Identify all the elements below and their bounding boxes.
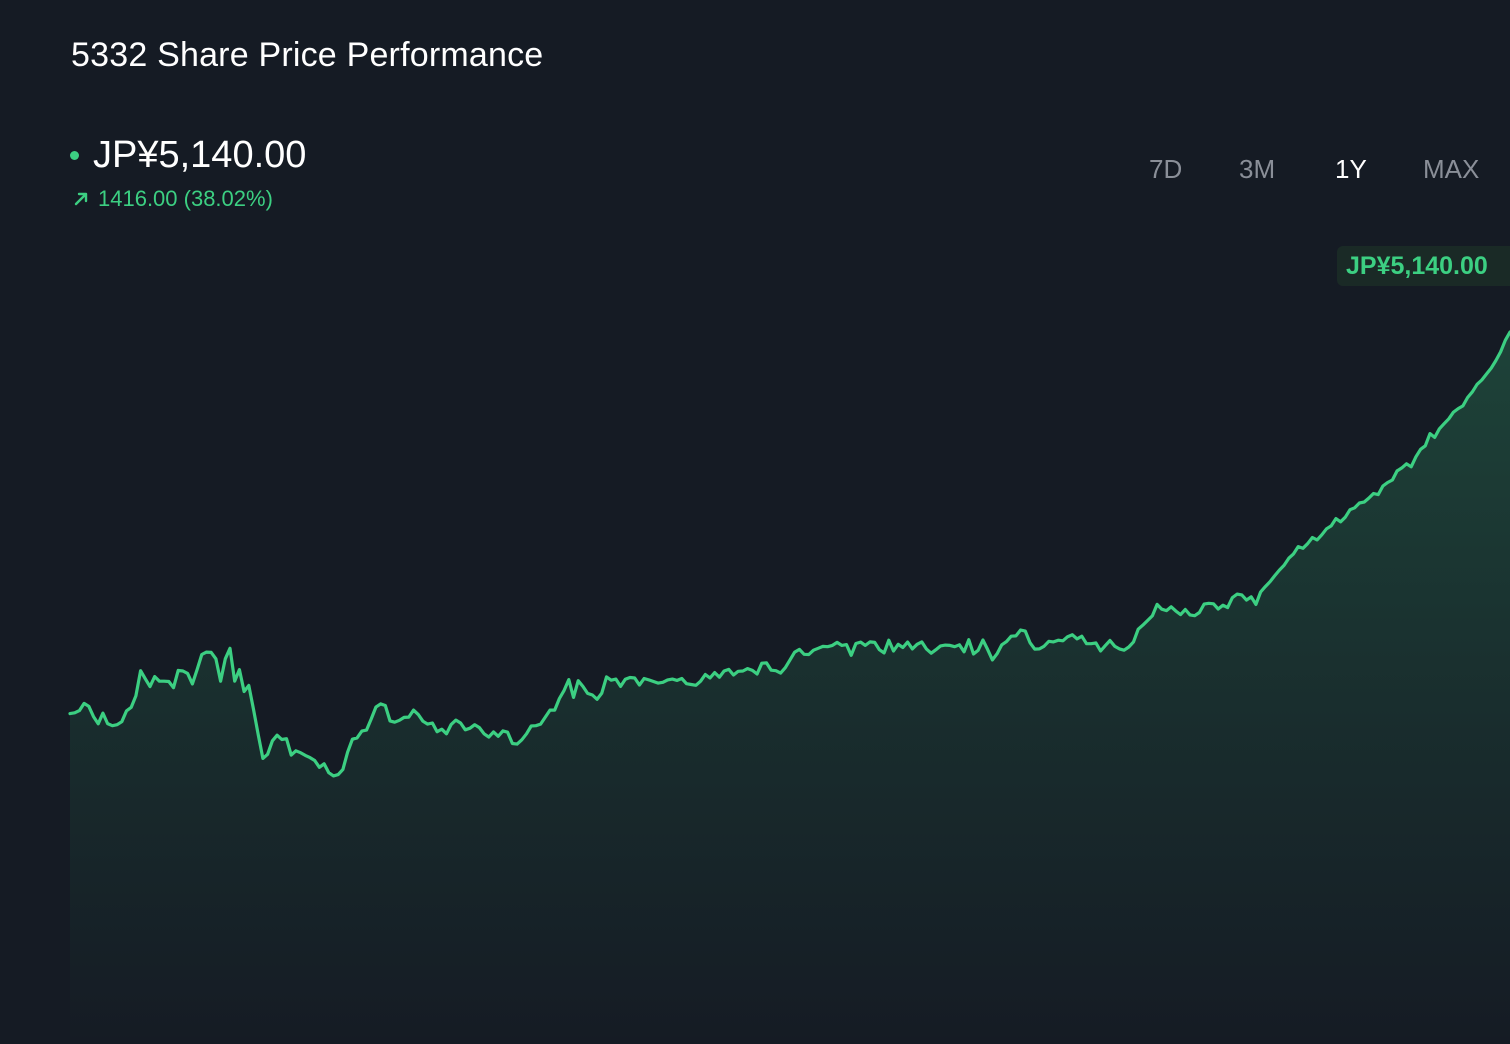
last-price-tag-label: JP¥5,140.00 (1346, 251, 1488, 280)
page-title: 5332 Share Price Performance (71, 36, 544, 74)
tab-1y[interactable]: 1Y (1335, 154, 1367, 184)
status-dot-icon (70, 150, 79, 160)
last-price-tag: JP¥5,140.00 (1337, 246, 1510, 286)
tab-3m[interactable]: 3M (1239, 154, 1276, 184)
price-change: 1416.00 (38.02%) (72, 186, 273, 212)
current-price: JP¥5,140.00 (93, 133, 307, 176)
tab-7d[interactable]: 7D (1149, 154, 1183, 184)
time-range-tabs: 7D 3M 1Y MAX (1130, 154, 1510, 194)
tab-max[interactable]: MAX (1423, 154, 1480, 184)
price-change-value: 1416.00 (38.02%) (98, 186, 273, 211)
price-summary: JP¥5,140.00 (70, 130, 306, 180)
price-area-fill (70, 332, 1510, 1044)
arrow-up-right-icon (74, 192, 88, 206)
price-line (68, 330, 1510, 778)
